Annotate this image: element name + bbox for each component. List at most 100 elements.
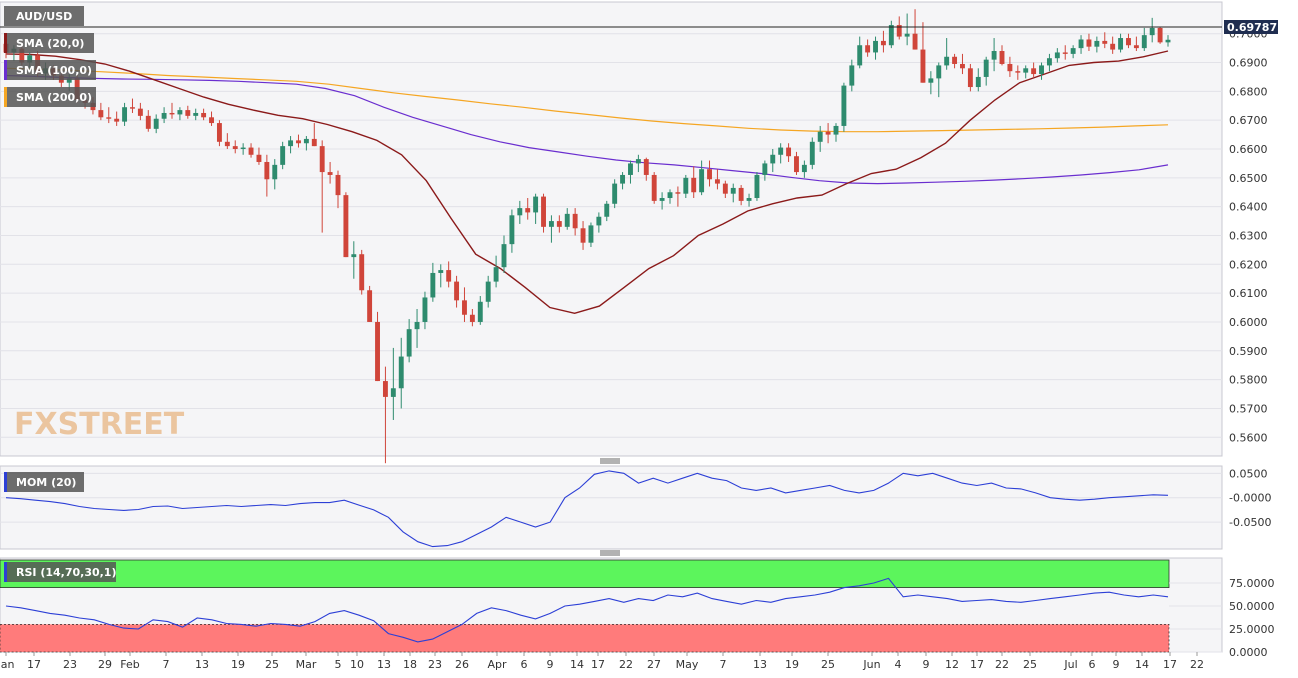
candle [841, 82, 847, 132]
price-tick-label: 0.5800 [1229, 374, 1268, 387]
candle-body [975, 76, 981, 88]
candle-body [873, 40, 878, 53]
candle-body [849, 65, 855, 86]
candle [216, 120, 222, 147]
candle-body [1023, 68, 1029, 73]
candle-body [825, 131, 831, 135]
candle-body [628, 163, 633, 175]
watermark: FXSTREET [14, 407, 185, 442]
candle-body [137, 108, 143, 116]
candle-body [66, 78, 72, 83]
candle-body [477, 301, 483, 322]
candle-body [367, 290, 373, 322]
candle [912, 9, 918, 50]
rsi-panel: 75.0000 50.0000 25.0000 0.0000 RSI (14,70,3… [0, 557, 1275, 659]
rsi-label: RSI (14,70,30,1) [16, 566, 116, 579]
x-tick-label: 9 [1113, 658, 1120, 671]
series-line [5, 577, 1169, 643]
candle [469, 308, 475, 327]
candle-body [960, 63, 965, 69]
candle [548, 215, 554, 243]
candle-body [833, 125, 839, 135]
candle-body [177, 110, 183, 115]
candle-body [501, 244, 507, 268]
candle [185, 105, 191, 119]
candle-body [865, 45, 871, 53]
candle [809, 137, 815, 170]
candle [564, 208, 570, 230]
momentum-tick-label: -0.0500 [1229, 516, 1271, 529]
candle-body [525, 208, 531, 213]
momentum-panel: 0.0500 -0.0000 -0.0500 MOM (20) [0, 465, 1271, 550]
candle [983, 56, 989, 86]
rsi-line [5, 577, 1169, 643]
candle [825, 123, 831, 144]
candle [801, 160, 807, 178]
candle [683, 174, 689, 199]
price-tick-label: 0.6800 [1229, 85, 1268, 98]
x-tick-label: 6 [521, 658, 528, 671]
candle-body [114, 118, 120, 122]
rsi-tick-label: 25.0000 [1229, 623, 1275, 636]
x-tick-label: 6 [1089, 658, 1096, 671]
candle [754, 172, 760, 201]
price-tick-label: 0.5600 [1229, 431, 1268, 444]
candle-body [896, 25, 902, 37]
candle [746, 193, 752, 207]
candle [280, 141, 286, 170]
candle [849, 59, 855, 92]
price-plot-area [0, 1, 1223, 457]
candle-body [1070, 48, 1076, 54]
candle-body [786, 147, 792, 157]
candle [161, 107, 167, 124]
momentum-label: MOM (20) [16, 476, 76, 489]
candle [928, 71, 934, 95]
pane-splitter-1[interactable] [598, 458, 622, 464]
sma-100-label: SMA (100,0) [16, 64, 92, 77]
candle [462, 287, 467, 322]
candle [145, 110, 151, 132]
candle [936, 62, 942, 98]
candle [501, 235, 507, 273]
candle [422, 291, 428, 330]
sma-20-label: SMA (20,0) [16, 37, 84, 50]
candle [707, 160, 712, 187]
candle [960, 53, 965, 75]
x-tick-label: 10 [350, 658, 364, 671]
pane-splitter-2[interactable] [598, 550, 622, 556]
candle-body [311, 138, 317, 147]
candle-body [659, 198, 665, 201]
candle [1102, 32, 1108, 49]
candle-body [1126, 38, 1131, 46]
candle [1015, 65, 1021, 80]
candle [327, 161, 333, 184]
candle-body [280, 146, 286, 165]
candle [248, 143, 254, 158]
candle [398, 337, 404, 409]
candle [714, 169, 720, 190]
symbol-label: AUD/USD [16, 10, 72, 23]
candle [114, 111, 120, 126]
candle-body [19, 48, 25, 63]
candle [454, 275, 460, 308]
candle-body [193, 112, 199, 116]
candle [430, 262, 436, 302]
candle [359, 249, 365, 295]
price-tick-label: 0.6700 [1229, 114, 1268, 127]
x-tick-label: 18 [403, 658, 417, 671]
candle [778, 143, 784, 164]
candle-body [667, 192, 673, 199]
candle-body [548, 221, 554, 227]
x-tick-label: 22 [995, 658, 1009, 671]
sma-200-line [5, 67, 1169, 133]
x-tick-label: Jul [1063, 658, 1077, 671]
candle [904, 13, 910, 46]
legend-rsi: RSI (14,70,30,1) [4, 562, 116, 582]
candle [303, 136, 309, 151]
momentum-y-axis: 0.0500 -0.0000 -0.0500 [1229, 467, 1271, 529]
candle [367, 285, 373, 322]
candle-body [967, 68, 973, 88]
candle-body [604, 203, 610, 217]
x-tick-label: 26 [455, 658, 469, 671]
price-panel: FXSTREET 0.70000.69000.68000.67000.66000… [0, 1, 1285, 464]
